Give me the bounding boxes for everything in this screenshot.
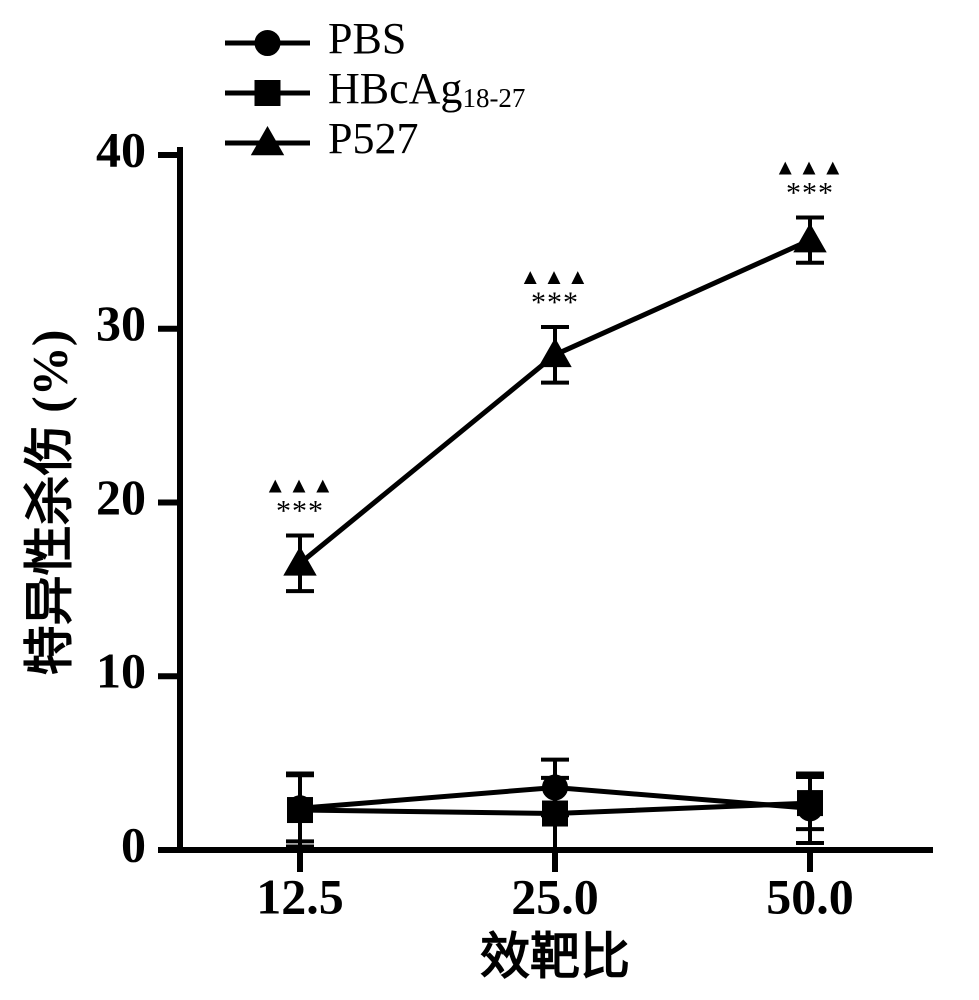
svg-text:效靶比: 效靶比 — [480, 928, 630, 984]
chart-container: 0 10 20 30 40 12.5 25.0 50.0 特异性杀伤 (%) 效靶比 PBSHBcA… — [0, 0, 979, 1000]
svg-text:10: 10 — [96, 643, 146, 699]
svg-text:0: 0 — [121, 816, 146, 872]
sig-triangle: ▲▲▲ — [519, 264, 590, 289]
sig-star: *** — [786, 176, 834, 209]
legend-item-pbs: PBS — [328, 14, 406, 63]
sig-star: *** — [276, 494, 324, 527]
sig-triangle: ▲▲▲ — [774, 155, 845, 180]
svg-text:30: 30 — [96, 295, 146, 351]
sig-triangle: ▲▲▲ — [264, 473, 335, 498]
legend-item-p527: P527 — [328, 114, 418, 163]
svg-text:50.0: 50.0 — [766, 868, 854, 924]
svg-text:20: 20 — [96, 469, 146, 525]
svg-text:特异性杀伤 (%): 特异性杀伤 (%) — [21, 330, 77, 676]
legend-item-hbcag: HBcAg18-27 — [328, 64, 525, 113]
svg-text:12.5: 12.5 — [256, 868, 344, 924]
svg-text:25.0: 25.0 — [511, 868, 599, 924]
sig-star: *** — [531, 286, 579, 319]
chart-svg: 0 10 20 30 40 12.5 25.0 50.0 特异性杀伤 (%) 效靶比 PBSHBcA… — [0, 0, 979, 1000]
svg-text:40: 40 — [96, 121, 146, 177]
